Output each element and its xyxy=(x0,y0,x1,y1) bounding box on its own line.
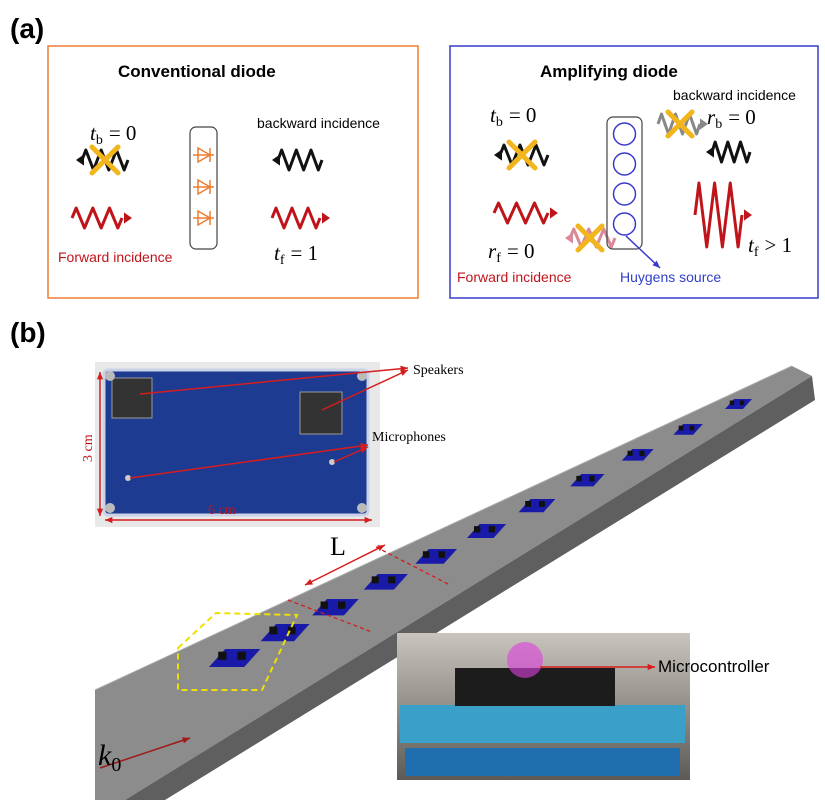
subscript: f xyxy=(280,253,285,268)
speaker-dot xyxy=(525,501,531,507)
arrowhead xyxy=(322,212,330,223)
relation: = 0 xyxy=(507,239,535,263)
relation: = 1 xyxy=(291,241,319,265)
huygens-element xyxy=(614,153,636,175)
wave xyxy=(712,142,750,162)
huygens-element xyxy=(614,213,636,235)
led-glow xyxy=(507,642,543,678)
arrowhead xyxy=(706,146,714,157)
diode-column xyxy=(190,127,217,249)
arrowhead xyxy=(272,154,280,165)
speaker xyxy=(300,392,342,434)
mount-hole xyxy=(357,503,367,513)
box-title: Amplifying diode xyxy=(540,62,678,81)
speaker-dot xyxy=(269,627,277,635)
page: (a) Conventional diode tb= 0 backward in… xyxy=(0,0,825,800)
box-title: Conventional diode xyxy=(118,62,276,81)
annotation: Microcontroller xyxy=(658,657,770,676)
speaker-dot xyxy=(576,476,582,482)
annotation: Forward incidence xyxy=(58,249,173,265)
mcu-board xyxy=(405,748,680,776)
speaker-dot xyxy=(639,451,644,456)
panel-box xyxy=(450,46,818,298)
annotation: Speakers xyxy=(413,363,464,378)
dimension-label: 3 cm xyxy=(81,434,96,462)
speaker-dot xyxy=(740,401,744,406)
relation: = 0 xyxy=(109,121,137,145)
speaker-dot xyxy=(388,576,395,583)
speaker-dot xyxy=(627,451,632,456)
panel-label: (a) xyxy=(10,13,44,44)
huygens-element xyxy=(614,183,636,205)
arrowhead xyxy=(494,149,502,160)
relation: > 1 xyxy=(765,233,793,257)
speaker-dot xyxy=(438,551,445,558)
math-label: rb= 0 xyxy=(707,105,756,132)
annotation: backward incidence xyxy=(673,87,796,103)
speaker-dot xyxy=(423,551,430,558)
wave xyxy=(272,208,320,228)
annotation: backward incidence xyxy=(257,115,380,131)
symbol: k xyxy=(98,739,112,772)
arrowhead xyxy=(744,209,752,220)
arrowhead xyxy=(565,232,573,243)
math-label: tb= 0 xyxy=(90,121,136,148)
math-label: rf= 0 xyxy=(488,239,534,266)
speaker-dot xyxy=(338,601,345,608)
mount-hole xyxy=(105,371,115,381)
subscript: f xyxy=(754,245,759,260)
annotation: Forward incidence xyxy=(457,269,572,285)
arrowhead xyxy=(550,207,558,218)
wave xyxy=(278,150,322,170)
speaker-dot xyxy=(679,426,684,431)
wave xyxy=(72,208,122,228)
relation: = 0 xyxy=(509,103,537,127)
speaker xyxy=(112,378,152,418)
subscript: f xyxy=(496,251,501,266)
arrowhead xyxy=(124,212,132,223)
mount-hole xyxy=(105,503,115,513)
arrowhead xyxy=(76,154,84,165)
math-label: tf= 1 xyxy=(274,241,318,268)
wave xyxy=(494,203,548,223)
panel-label: (b) xyxy=(10,317,46,348)
speaker-dot xyxy=(690,426,695,431)
subscript: 0 xyxy=(111,754,121,776)
spacing-label: L xyxy=(330,532,346,561)
speaker-dot xyxy=(539,501,545,507)
speaker-dot xyxy=(474,526,480,532)
figure: (a) Conventional diode tb= 0 backward in… xyxy=(0,0,825,800)
subscript: b xyxy=(496,115,503,130)
speaker-dot xyxy=(321,601,328,608)
speaker-dot xyxy=(372,576,379,583)
mcu-board xyxy=(400,705,685,743)
speaker-dot xyxy=(730,401,734,406)
huygens-element xyxy=(614,123,636,145)
speaker-dot xyxy=(589,476,595,482)
math-label: tf> 1 xyxy=(748,233,792,260)
speaker-dot xyxy=(218,652,226,660)
math-label: tb= 0 xyxy=(490,103,536,130)
speaker-dot xyxy=(489,526,495,532)
shapes xyxy=(48,46,818,800)
wave xyxy=(695,183,742,247)
annotation: Microphones xyxy=(372,430,446,445)
speaker-dot xyxy=(238,652,246,660)
subscript: b xyxy=(715,117,722,132)
dimension-label: 6 cm xyxy=(208,503,236,518)
annotation: Huygens source xyxy=(620,269,721,285)
subscript: b xyxy=(96,133,103,148)
relation: = 0 xyxy=(728,105,756,129)
